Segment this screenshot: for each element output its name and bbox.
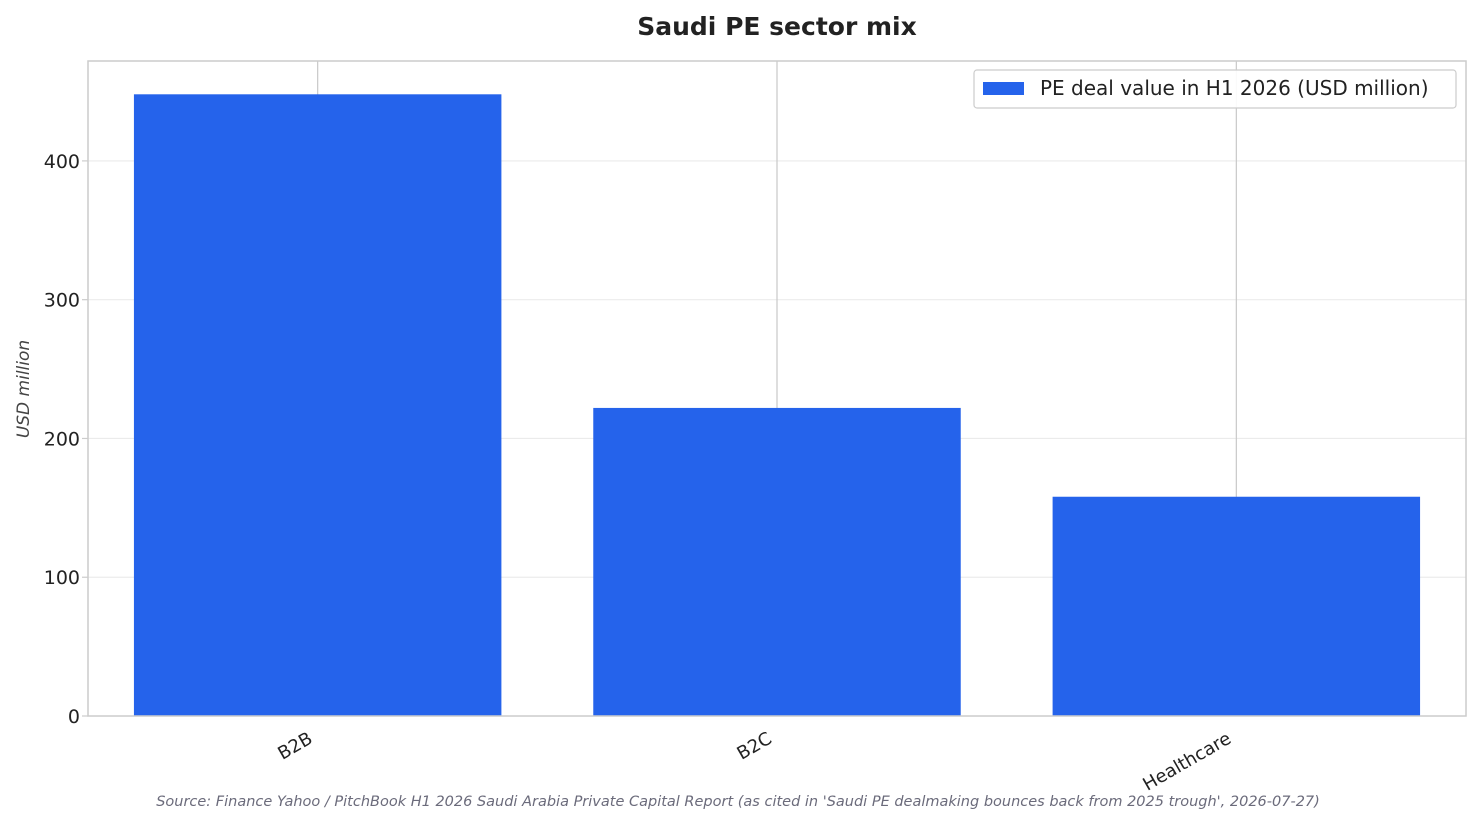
- bars-layer: [133, 94, 1421, 717]
- bar-b2c: [593, 407, 961, 716]
- x-tick-label: Healthcare: [1139, 728, 1234, 795]
- y-tick-label: 400: [44, 151, 80, 173]
- legend-label: PE deal value in H1 2026 (USD million): [1040, 76, 1429, 100]
- legend: PE deal value in H1 2026 (USD million): [973, 69, 1457, 109]
- bar-b2b: [133, 94, 502, 717]
- y-tick-label: 300: [44, 290, 80, 312]
- chart-title: Saudi PE sector mix: [637, 12, 917, 41]
- y-tick-label: 200: [44, 428, 80, 450]
- legend-swatch: [983, 82, 1024, 95]
- y-tick-label: 100: [44, 567, 80, 589]
- y-axis-label: USD million: [14, 340, 34, 438]
- x-tick-label: B2B: [274, 728, 316, 764]
- bar-healthcare: [1052, 496, 1421, 716]
- plot-frame: [87, 60, 1467, 717]
- source-note: Source: Finance Yahoo / PitchBook H1 202…: [156, 794, 1320, 810]
- x-tick-label: B2C: [733, 728, 775, 764]
- y-tick-label: 0: [68, 706, 80, 728]
- legend-box: [973, 69, 1457, 109]
- y-axis: 0 100 200 300 400: [44, 151, 88, 728]
- x-axis: B2B B2C Healthcare: [274, 728, 1234, 795]
